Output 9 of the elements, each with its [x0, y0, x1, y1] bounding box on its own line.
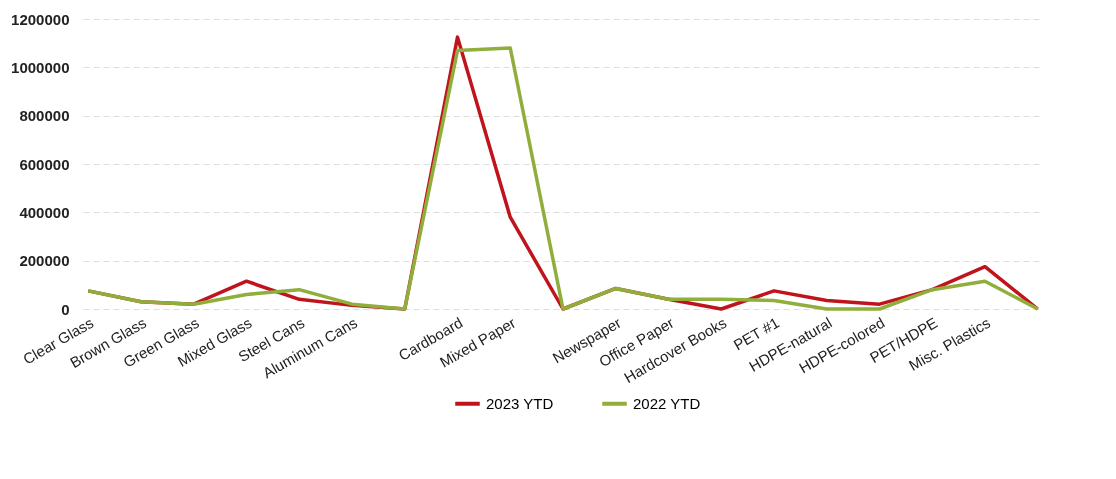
- y-tick-label: 0: [61, 300, 70, 318]
- y-tick-label: 1200000: [11, 10, 70, 28]
- y-tick-label: 200000: [19, 252, 70, 270]
- y-tick-label: 1000000: [11, 58, 70, 76]
- y-tick-label: 800000: [19, 107, 70, 125]
- y-tick-label: 600000: [19, 155, 70, 173]
- y-tick-label: 400000: [19, 203, 70, 221]
- legend-label: 2023 YTD: [486, 394, 554, 412]
- legend-label: 2022 YTD: [633, 394, 701, 412]
